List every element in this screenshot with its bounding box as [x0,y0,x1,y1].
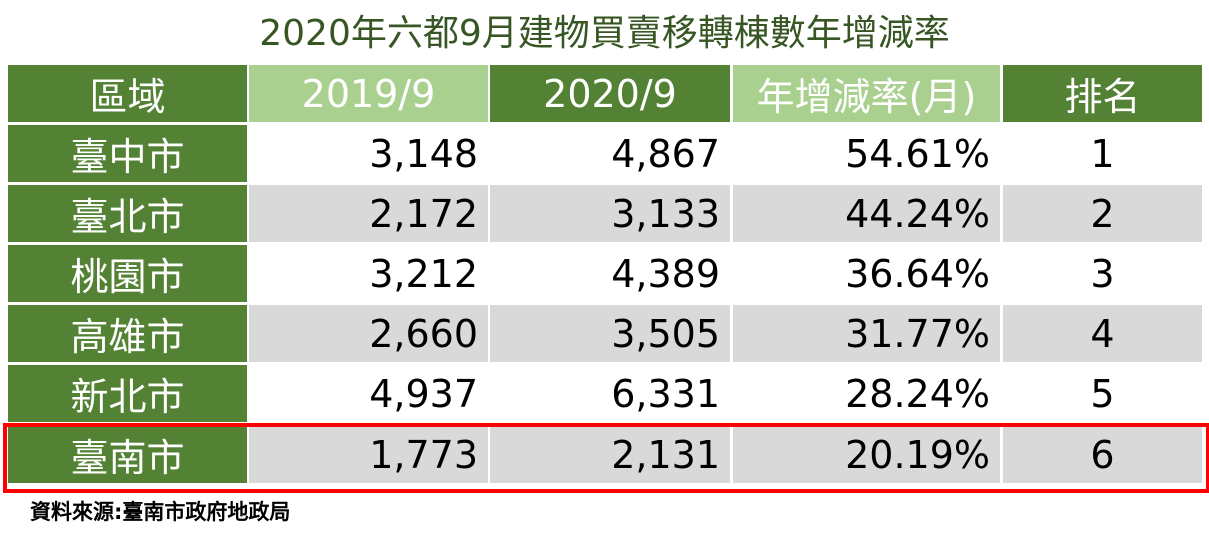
data-cell: 2 [1003,185,1202,242]
data-cell: 4,867 [611,131,720,176]
data-cell: 3,505 [490,305,730,362]
data-cell: 4,389 [611,251,720,296]
region-cell: 臺北市 [8,185,247,242]
data-cell: 5 [1090,371,1115,416]
data-cell: 1 [1090,131,1115,176]
title: 2020年六都9月建物買賣移轉棟數年增減率 [259,13,950,54]
header-cell: 2019/9 [249,65,488,122]
data-cell: 3,212 [369,251,478,296]
region-cell: 臺南市 [8,426,247,483]
data-cell: 2,131 [490,426,730,483]
data-cell: 54.61% [845,131,990,176]
data-cell: 44.24% [733,185,1000,242]
data-cell: 3,148 [369,131,478,176]
header-cell: 年增減率(月) [733,65,1000,122]
source-note: 資料來源:臺南市政府地政局 [30,500,291,524]
data-cell: 3,133 [490,185,730,242]
data-cell: 3 [1090,251,1115,296]
region-cell: 臺中市 [8,125,247,182]
data-cell: 1,773 [249,426,488,483]
header-cell: 排名 [1003,65,1202,122]
highlight-box [3,423,1209,493]
data-cell: 2,660 [249,305,488,362]
data-cell: 28.24% [845,371,990,416]
data-cell: 4,937 [369,371,478,416]
region-cell: 桃園市 [8,245,247,302]
region-cell: 高雄市 [8,305,247,362]
data-cell: 6 [1003,426,1202,483]
header-cell: 區域 [8,65,247,122]
data-cell: 2,172 [249,185,488,242]
data-cell: 31.77% [733,305,1000,362]
data-cell: 36.64% [845,251,990,296]
header-cell: 2020/9 [490,65,730,122]
data-cell: 6,331 [611,371,720,416]
region-cell: 新北市 [8,365,247,422]
data-cell: 4 [1003,305,1202,362]
data-cell: 20.19% [733,426,1000,483]
